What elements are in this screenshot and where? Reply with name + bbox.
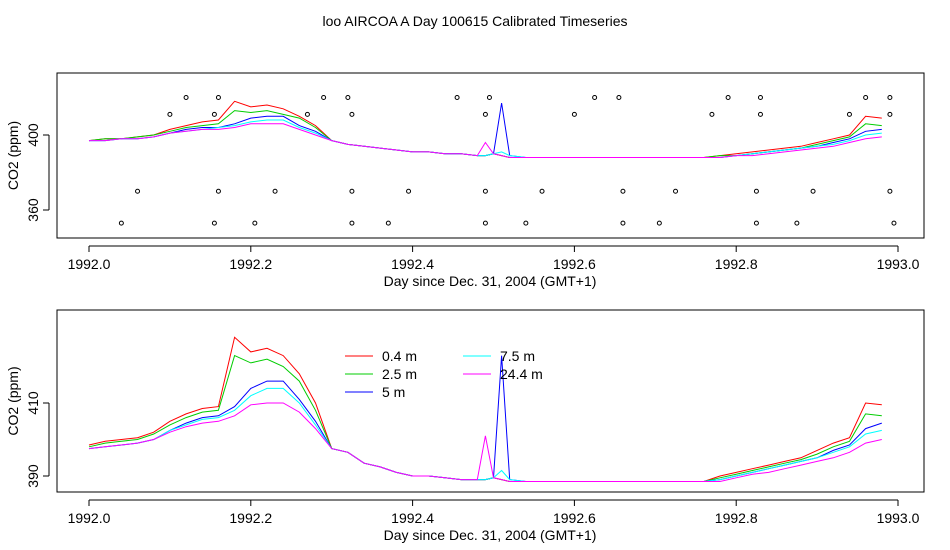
data-point <box>211 111 217 117</box>
data-point <box>887 188 893 194</box>
plot-frame <box>56 309 925 493</box>
y-tick-label: 390 <box>25 464 41 488</box>
series-line-5-m <box>89 103 882 158</box>
series-line-24-4-m <box>89 123 882 158</box>
x-tick-label: 1992.0 <box>68 510 111 526</box>
top-panel: 1992.0 1992.2 1992.4 1992.6 1992.8 1993.0 Day … <box>5 72 925 289</box>
x-axis-label: Day since Dec. 31, 2004 (GMT+1) <box>384 273 597 289</box>
bottom-panel: 1992.0 1992.2 1992.4 1992.6 1992.8 1993.0 Day … <box>5 309 925 543</box>
data-point <box>725 95 731 100</box>
data-point <box>406 188 412 194</box>
series-line-7-5-m <box>88 387 882 482</box>
data-point <box>272 188 278 194</box>
data-point <box>753 188 759 194</box>
data-point <box>616 95 622 100</box>
y-axis-label: CO2 (ppm) <box>5 366 21 435</box>
series-line-0-4-m <box>88 336 882 482</box>
data-point <box>709 111 715 117</box>
data-point <box>757 111 763 117</box>
data-point <box>794 220 800 226</box>
data-point <box>211 220 217 226</box>
x-tick-label: 1992.8 <box>715 510 758 526</box>
data-point <box>539 188 545 194</box>
data-point <box>620 220 626 226</box>
data-point <box>846 111 852 117</box>
x-tick-label: 1992.2 <box>229 510 272 526</box>
series-line-7-5-m <box>89 119 882 158</box>
y-tick-label: 400 <box>25 123 41 147</box>
x-tick-label: 1992.4 <box>391 256 434 272</box>
data-point <box>863 95 869 100</box>
data-point <box>345 95 351 100</box>
data-point <box>482 188 488 194</box>
data-point <box>215 188 221 194</box>
data-point <box>252 220 258 226</box>
data-point <box>167 111 173 117</box>
data-point <box>753 220 759 226</box>
series-line-24-4-m <box>88 402 882 482</box>
data-point <box>321 95 327 100</box>
data-point <box>810 188 816 194</box>
data-point <box>304 111 310 117</box>
data-point <box>592 95 598 100</box>
data-point <box>523 220 529 226</box>
series-group <box>88 336 882 482</box>
data-point <box>887 111 893 117</box>
y-tick-label: 410 <box>25 391 41 415</box>
data-point <box>887 95 893 100</box>
data-point <box>482 111 488 117</box>
x-tick-label: 1993.0 <box>877 510 920 526</box>
data-point <box>118 220 124 226</box>
x-tick-label: 1992.6 <box>553 256 596 272</box>
data-point <box>349 188 355 194</box>
x-tick-label: 1993.0 <box>877 256 920 272</box>
chart-title: loo AIRCOA A Day 100615 Calibrated Times… <box>322 13 627 29</box>
legend-label: 24.4 m <box>500 366 543 382</box>
data-point <box>757 95 763 100</box>
x-tick-label: 1992.0 <box>68 256 111 272</box>
data-point <box>673 188 679 194</box>
series-group <box>88 100 882 158</box>
plot-frame <box>56 72 925 239</box>
x-tick-label: 1992.8 <box>715 256 758 272</box>
y-tick-label: 360 <box>25 198 41 222</box>
data-point <box>135 188 141 194</box>
x-axis-label: Day since Dec. 31, 2004 (GMT+1) <box>384 527 597 543</box>
legend-label: 5 m <box>382 384 405 400</box>
data-point <box>891 220 897 226</box>
x-tick-label: 1992.4 <box>391 510 434 526</box>
legend-label: 2.5 m <box>382 366 417 382</box>
legend-label: 7.5 m <box>500 348 535 364</box>
data-point <box>349 111 355 117</box>
data-point <box>385 220 391 226</box>
data-point <box>656 220 662 226</box>
x-tick-label: 1992.2 <box>229 256 272 272</box>
data-point <box>215 95 221 100</box>
x-tick-label: 1992.6 <box>553 510 596 526</box>
data-point <box>486 95 492 100</box>
data-point <box>571 111 577 117</box>
data-point <box>454 95 460 100</box>
data-point <box>620 188 626 194</box>
legend: 0.4 m 2.5 m 5 m 7.5 m 24.4 m <box>345 348 543 400</box>
y-axis-label: CO2 (ppm) <box>5 121 21 190</box>
legend-label: 0.4 m <box>382 348 417 364</box>
data-point <box>183 95 189 100</box>
data-point <box>349 220 355 226</box>
data-point <box>482 220 488 226</box>
